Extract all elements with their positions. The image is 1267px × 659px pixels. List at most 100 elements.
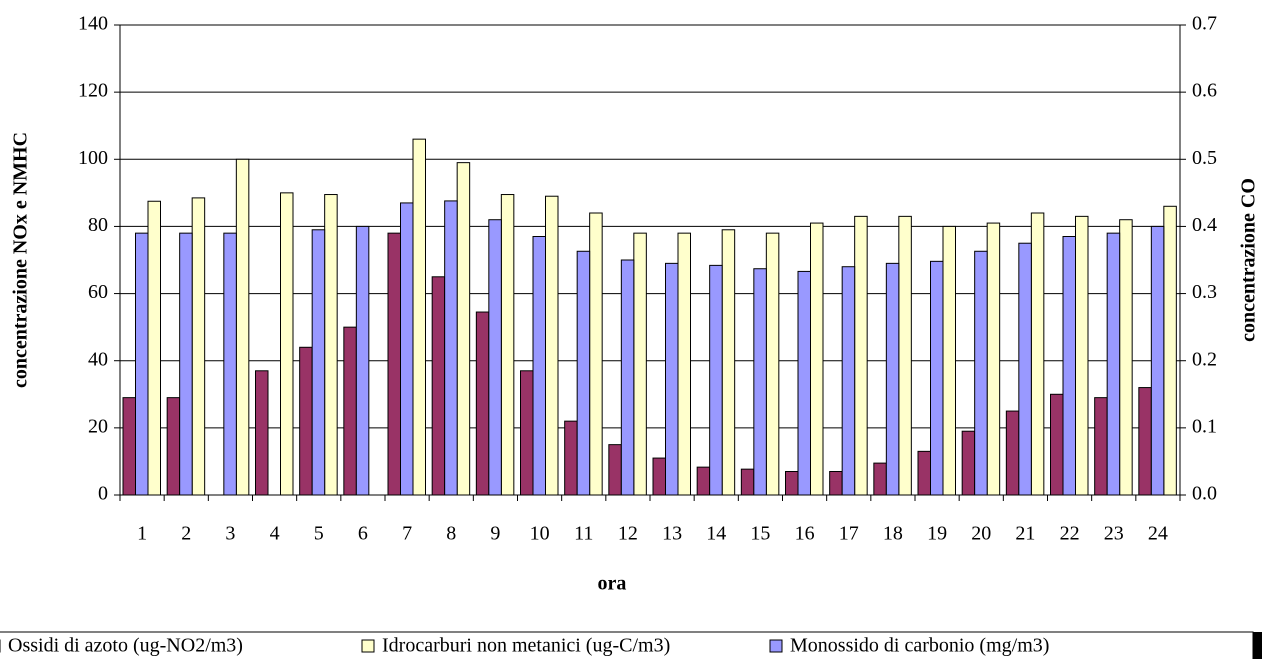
bar	[1150, 225, 1165, 496]
bar	[873, 462, 887, 496]
y2-tick-label: 0.2	[1192, 348, 1217, 370]
x-tick-label: 4	[270, 523, 280, 545]
bar	[1106, 232, 1121, 496]
x-tick-label: 23	[1104, 523, 1124, 545]
bar	[235, 158, 250, 496]
y-tick-label: 80	[88, 214, 108, 236]
bar	[135, 232, 149, 496]
bar	[1138, 387, 1152, 496]
x-axis-title: ora	[598, 573, 627, 595]
y2-tick-label: 0.7	[1192, 13, 1217, 35]
bar	[324, 194, 338, 496]
bar	[191, 197, 206, 496]
bar	[545, 195, 559, 496]
bar	[576, 250, 591, 496]
x-tick-label: 24	[1148, 523, 1168, 545]
bar	[412, 138, 426, 496]
bar	[785, 471, 799, 496]
x-tick-label: 19	[927, 523, 947, 545]
legend-label: Idrocarburi non metanici (ug-C/m3)	[382, 635, 670, 657]
bar	[608, 444, 622, 496]
x-tick-label: 6	[358, 523, 368, 545]
x-tick-label: 22	[1060, 523, 1080, 545]
bar	[532, 236, 546, 496]
bar	[696, 466, 711, 496]
bar	[1050, 393, 1064, 496]
bar	[854, 215, 868, 496]
bar	[1062, 236, 1076, 496]
y-tick-label: 100	[78, 147, 108, 169]
bar	[930, 260, 944, 496]
bar	[122, 397, 136, 496]
bar	[898, 215, 912, 496]
bar	[223, 232, 237, 496]
y2-tick-label: 0.1	[1192, 415, 1217, 437]
y-tick-label: 20	[88, 415, 108, 437]
y-tick-label: 0	[98, 483, 108, 505]
bar	[961, 430, 976, 496]
y2-tick-label: 0.6	[1192, 80, 1217, 102]
bar	[765, 232, 780, 496]
bar	[1075, 215, 1089, 496]
x-tick-label: 16	[795, 523, 815, 545]
x-tick-label: 9	[490, 523, 500, 545]
x-tick-label: 2	[181, 523, 191, 545]
bar	[400, 202, 414, 496]
bar	[299, 346, 313, 496]
bar	[488, 219, 502, 496]
bar	[917, 450, 931, 496]
x-tick-label: 21	[1015, 523, 1035, 545]
bar	[444, 200, 458, 496]
bar	[810, 222, 824, 496]
y-tick-label: 40	[88, 348, 108, 370]
bar	[179, 232, 193, 496]
legend-swatch	[361, 639, 375, 653]
bar	[665, 262, 679, 496]
bar	[387, 232, 401, 496]
x-tick-label: 1	[137, 523, 147, 545]
bar	[829, 471, 843, 496]
bar	[1119, 219, 1133, 496]
legend-label: Ossidi di azoto (ug-NO2/m3)	[8, 635, 243, 657]
x-tick-label: 13	[662, 523, 682, 545]
x-tick-label: 15	[750, 523, 770, 545]
bar	[500, 194, 515, 496]
bar	[431, 276, 446, 496]
y-tick-label: 140	[78, 13, 108, 35]
bar	[633, 232, 647, 496]
y2-tick-label: 0.3	[1192, 281, 1217, 303]
bar	[709, 264, 723, 496]
x-tick-label: 7	[402, 523, 412, 545]
bar	[620, 259, 635, 496]
y-axis-title: concentrazione NOx e NMHC	[10, 132, 32, 388]
bar	[974, 250, 988, 496]
bar	[355, 225, 370, 496]
bar	[343, 326, 357, 496]
bar	[677, 232, 691, 496]
y2-tick-label: 0.0	[1192, 483, 1217, 505]
x-tick-label: 10	[530, 523, 550, 545]
x-tick-label: 12	[618, 523, 638, 545]
bar	[1018, 242, 1032, 496]
bar	[1030, 212, 1045, 496]
bar	[280, 192, 294, 496]
bar	[520, 370, 534, 496]
bar	[1005, 410, 1020, 496]
bar	[456, 162, 471, 496]
bar	[147, 200, 161, 496]
bar	[589, 212, 603, 496]
x-tick-label: 20	[971, 523, 991, 545]
bar	[564, 420, 578, 496]
bar	[942, 225, 956, 496]
legend-swatch	[769, 639, 783, 653]
x-tick-label: 8	[446, 523, 456, 545]
bar	[841, 266, 856, 496]
x-tick-label: 14	[706, 523, 726, 545]
y-tick-label: 60	[88, 281, 108, 303]
y-tick-label: 120	[78, 80, 108, 102]
bar	[255, 370, 269, 496]
y2-axis-title: concentrazione CO	[1238, 178, 1260, 342]
bar	[475, 311, 490, 496]
bar	[885, 262, 900, 496]
